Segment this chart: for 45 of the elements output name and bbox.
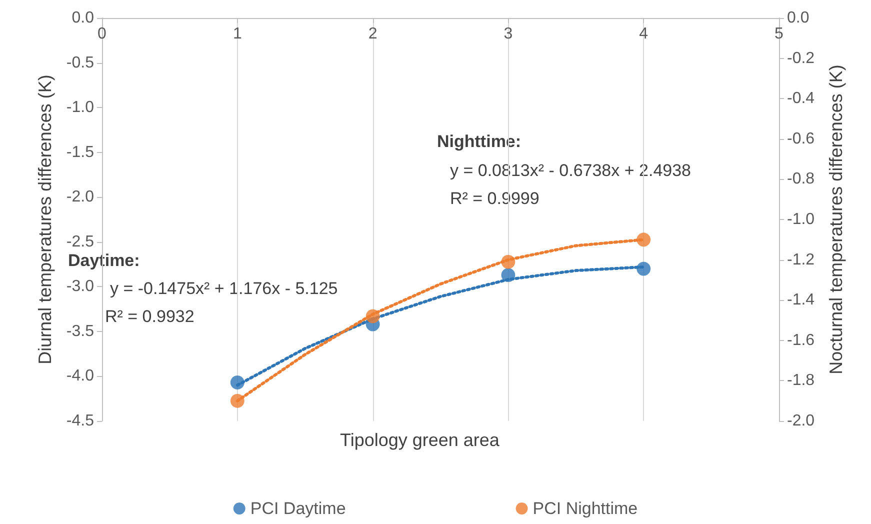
y2-tick-label: -0.6 [787,130,815,148]
y2-tick-label: -1.4 [787,292,815,309]
annotation: R² = 0.9932 [105,307,194,326]
x-tick-label: 5 [774,26,784,42]
point [501,268,516,282]
x-tick-label: 3 [504,26,513,42]
y-tick-label: -3.5 [66,322,94,340]
y-tick-label: -4.5 [66,412,94,430]
annotation: Daytime: [68,251,140,270]
y2-tick-label: -0.2 [787,50,815,67]
point [636,232,651,247]
y-axis-title: Diurnal temperatures differences (K) [35,74,55,364]
y-tick-label: -2.0 [66,188,94,206]
x-tick-label: 0 [98,26,107,42]
y-tick-label: -4.0 [66,368,94,385]
x-tick-label: 2 [368,26,378,42]
annotation: y = 0.0813x² - 0.6738x + 2.4938 [450,161,692,180]
y2-tick-label: -1.2 [787,251,815,268]
point [366,309,380,324]
point [230,375,244,390]
annotation: R² = 0.9999 [450,189,540,208]
y2-axis-title: Nocturnal temperatures differences (K) [826,64,846,374]
y2-tick-label: -0.8 [787,170,815,188]
y2-tick-label: -2.0 [787,412,815,430]
y-tick-label: -0.5 [66,54,94,72]
y-tick-label: -1.5 [66,144,94,161]
x-tick-label: 1 [232,26,242,42]
legend-label: PCI Nighttime [532,499,638,518]
y-tick-label: 0.0 [72,10,94,26]
annotation: Nighttime: [437,132,522,151]
y2-tick-label: -1.0 [787,211,815,228]
y2-tick-label: -1.6 [787,332,815,349]
y2-tick-label: 0.0 [787,10,810,26]
y2-tick-label: -0.4 [787,90,815,108]
y-tick-label: -2.5 [66,233,94,250]
x-tick-label: 4 [639,26,648,42]
x-axis-title: Tipology green area [340,430,500,450]
point [636,262,651,276]
legend-label: PCI Daytime [250,499,346,518]
annotation: y = -0.1475x² + 1.176x - 5.125 [110,279,338,298]
y-tick-label: -1.0 [66,99,94,116]
point [501,254,516,269]
y-tick-label: -3.0 [66,278,94,296]
point [230,394,244,408]
y2-tick-label: -1.8 [787,372,815,390]
